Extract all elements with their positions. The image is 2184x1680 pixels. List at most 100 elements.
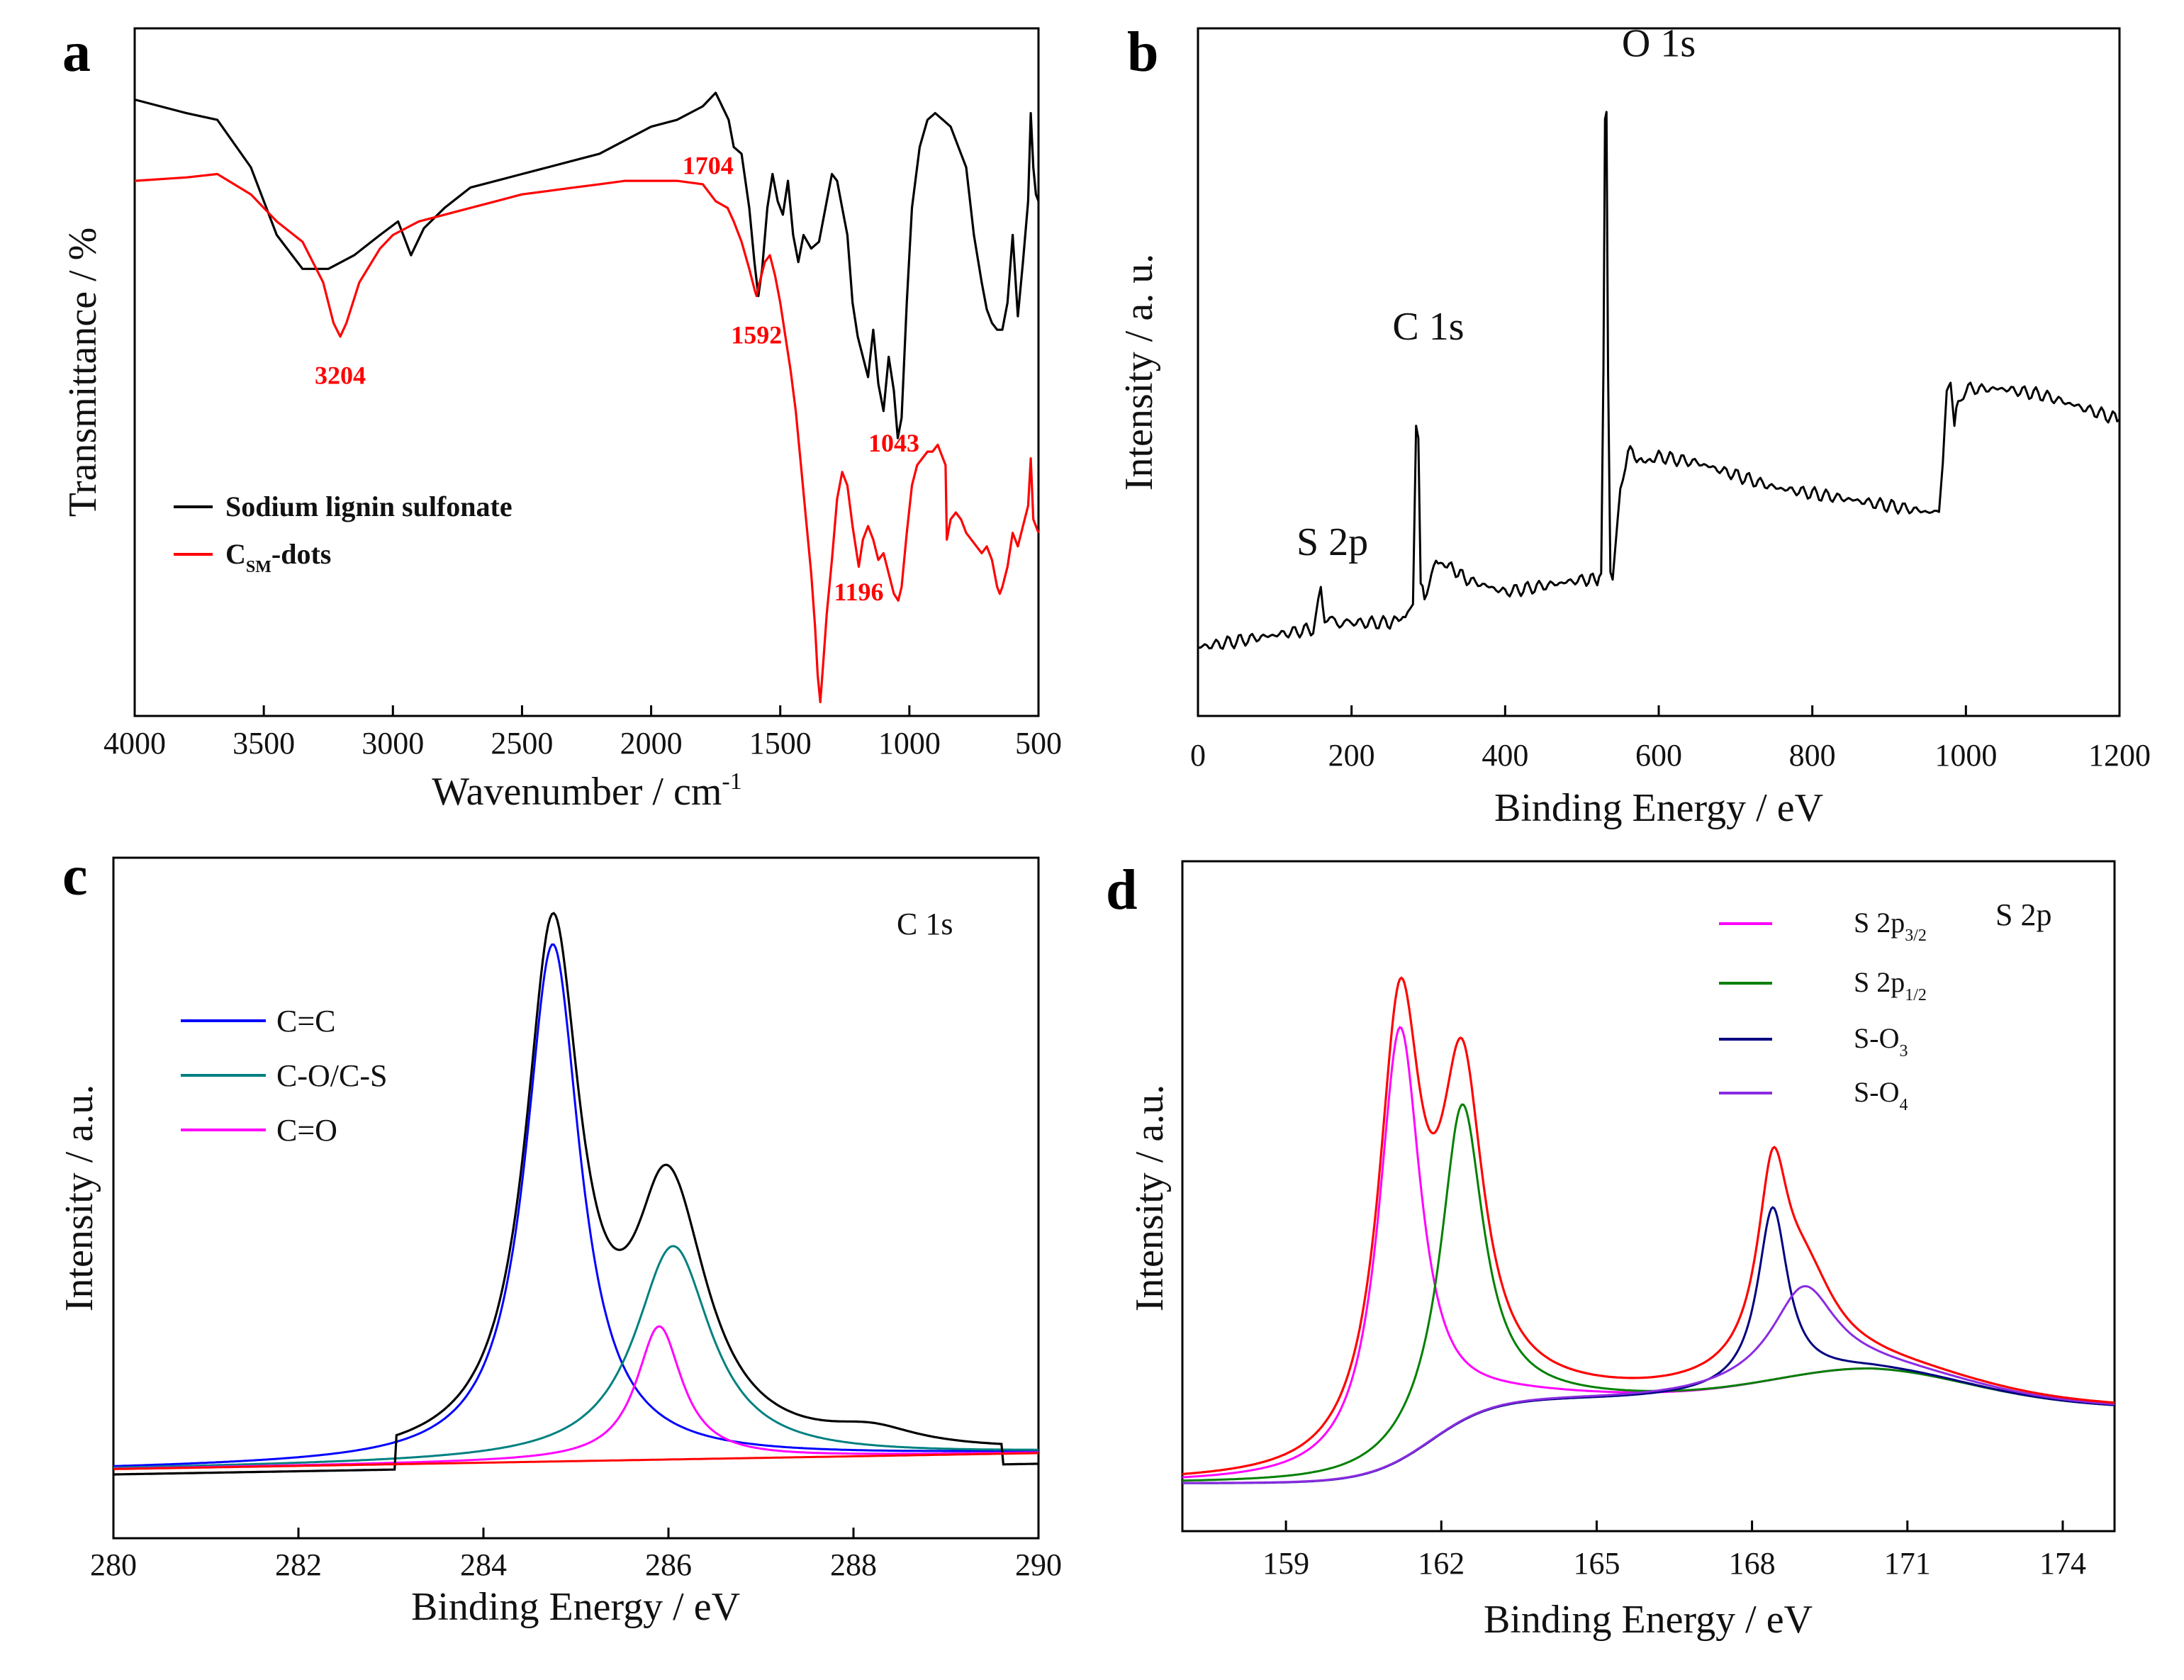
panel-b-frame bbox=[1197, 27, 2121, 717]
panel-a-series-csm-dots-line bbox=[134, 172, 1040, 704]
legend-s2p12-main: S 2p bbox=[1854, 966, 1905, 998]
panel-d-tick-label-5: 174 bbox=[2039, 1546, 2086, 1581]
annotation-c1s: C 1s bbox=[1392, 305, 1464, 349]
legend-label-s2p32: S 2p3/2 bbox=[1854, 907, 1927, 945]
panel-c-peak-cc bbox=[113, 943, 1038, 1467]
panel-a-tick-label-0: 4000 bbox=[103, 726, 166, 761]
panel-c-tick-label-3: 286 bbox=[645, 1547, 692, 1582]
panel-d-peak-s2p12 bbox=[1182, 1103, 2115, 1482]
panel-c-inset-title: C 1s bbox=[897, 907, 953, 941]
annotation-1592: 1592 bbox=[731, 320, 782, 349]
legend-label-cc: C=C bbox=[276, 1004, 336, 1038]
panel-a-tick-label-2: 3000 bbox=[362, 726, 424, 761]
panel-d-series bbox=[1182, 976, 2115, 1484]
panel-a-series bbox=[134, 91, 1040, 704]
panel-c-tick-label-4: 288 bbox=[830, 1547, 877, 1582]
panel-c-xticks: 280 282 284 286 288 290 bbox=[90, 1528, 1062, 1582]
annotation-o1s: O 1s bbox=[1622, 22, 1696, 66]
panel-c-frame bbox=[112, 856, 1040, 1540]
panel-c-tick-label-2: 284 bbox=[460, 1547, 507, 1582]
legend-s2p12-sub: 1/2 bbox=[1905, 986, 1927, 1004]
annotation-3204: 3204 bbox=[315, 362, 366, 390]
legend-label-so4: S-O4 bbox=[1854, 1076, 1908, 1114]
legend-csm-c: C bbox=[225, 538, 246, 570]
panel-d-peak-s2p32 bbox=[1182, 1026, 2115, 1479]
panel-d: d 159 162 165 168 171 174 Binding Energy / eV… bbox=[1106, 859, 2116, 1642]
legend-so3-main: S-O bbox=[1854, 1022, 1899, 1054]
annotation-s2p: S 2p bbox=[1297, 520, 1368, 564]
panel-d-inset-title: S 2p bbox=[1995, 897, 2051, 932]
panel-c-series bbox=[113, 912, 1038, 1476]
panel-d-peak-so3 bbox=[1182, 1206, 2115, 1484]
panel-a-tick-label-6: 1000 bbox=[878, 726, 941, 761]
annotation-1043: 1043 bbox=[868, 429, 919, 457]
panel-d-tick-label-1: 162 bbox=[1418, 1546, 1465, 1581]
panel-d-tick-label-2: 165 bbox=[1573, 1546, 1620, 1581]
panel-b-tick-label-2: 400 bbox=[1482, 738, 1528, 773]
panel-d-xticks: 159 162 165 168 171 174 bbox=[1262, 1521, 2086, 1581]
panel-c-background bbox=[113, 1452, 1038, 1470]
legend-label-csm-dots: CSM-dots bbox=[225, 538, 331, 576]
panel-b-xticks: 0 200 400 600 800 1000 1200 bbox=[1190, 705, 2151, 773]
panel-a-tick-label-4: 2000 bbox=[620, 726, 683, 761]
panel-b-xlabel: Binding Energy / eV bbox=[1494, 786, 1823, 830]
panel-b-tick-label-6: 1200 bbox=[2088, 738, 2151, 773]
panel-a-tick-label-3: 2500 bbox=[491, 726, 553, 761]
legend-so3-sub: 3 bbox=[1899, 1042, 1908, 1060]
panel-d-label: d bbox=[1106, 859, 1138, 922]
panel-b-ylabel: Intensity / a. u. bbox=[1117, 254, 1161, 491]
panel-b-tick-label-0: 0 bbox=[1190, 738, 1206, 773]
legend-label-so3: S-O3 bbox=[1854, 1022, 1908, 1060]
panel-c-tick-label-5: 290 bbox=[1015, 1547, 1062, 1582]
legend-csm-sub: SM bbox=[246, 558, 271, 576]
panel-c-tick-label-1: 282 bbox=[275, 1547, 322, 1582]
legend-label-s2p12: S 2p1/2 bbox=[1854, 966, 1927, 1004]
panel-a-xlabel-sup: -1 bbox=[722, 768, 741, 795]
panel-b-tick-label-5: 1000 bbox=[1934, 738, 1997, 773]
panel-b-survey-line bbox=[1197, 111, 2120, 650]
legend-label-lignin: Sodium lignin sulfonate bbox=[225, 491, 513, 522]
panel-a-label: a bbox=[62, 21, 91, 84]
panel-d-frame bbox=[1181, 860, 2116, 1533]
annotation-1704: 1704 bbox=[683, 152, 734, 180]
panel-d-ylabel: Intensity / a.u. bbox=[1128, 1085, 1172, 1311]
panel-a-tick-label-7: 500 bbox=[1015, 726, 1062, 761]
legend-label-c-o: C=O bbox=[276, 1113, 337, 1148]
legend-csm-suffix: -dots bbox=[271, 538, 331, 570]
panel-a-xticks: 4000 3500 3000 2500 2000 1500 1000 500 bbox=[103, 705, 1062, 761]
panel-b-tick-label-4: 800 bbox=[1789, 738, 1836, 773]
panel-d-tick-label-3: 168 bbox=[1729, 1546, 1776, 1581]
panel-d-xlabel: Binding Energy / eV bbox=[1484, 1598, 1813, 1642]
legend-so4-main: S-O bbox=[1854, 1076, 1899, 1108]
panel-c: c 280 282 284 286 288 290 Binding Energy / eV… bbox=[57, 845, 1062, 1629]
panel-a-frame bbox=[133, 27, 1040, 717]
annotation-1196: 1196 bbox=[834, 578, 883, 606]
panel-b-label: b bbox=[1127, 21, 1159, 84]
panel-c-tick-label-0: 280 bbox=[90, 1547, 137, 1582]
panel-a-tick-label-5: 1500 bbox=[749, 726, 812, 761]
panel-d-tick-label-4: 171 bbox=[1884, 1546, 1931, 1581]
panel-b: b 0 200 400 600 800 1000 1200 Binding Energy /… bbox=[1117, 21, 2151, 830]
panel-a-series-lignin-line bbox=[134, 91, 1040, 439]
panel-a-xlabel: Wavenumber / cm-1 bbox=[432, 768, 741, 814]
legend-so4-sub: 4 bbox=[1899, 1096, 1908, 1114]
panel-a-tick-label-1: 3500 bbox=[233, 726, 295, 761]
panel-a-xlabel-text: Wavenumber / cm bbox=[432, 770, 722, 814]
panel-d-tick-label-0: 159 bbox=[1262, 1546, 1309, 1581]
panel-b-tick-label-1: 200 bbox=[1328, 738, 1375, 773]
panel-c-xlabel: Binding Energy / eV bbox=[411, 1585, 740, 1629]
panel-b-tick-label-3: 600 bbox=[1635, 738, 1682, 773]
panel-a: a 4000 3500 3000 2500 2000 1500 1000 500 Wavenu… bbox=[61, 21, 1062, 814]
panel-c-ylabel: Intensity / a.u. bbox=[57, 1085, 101, 1311]
panel-c-peak-co-cs bbox=[113, 1245, 1038, 1469]
panel-d-peak-so4 bbox=[1182, 1284, 2115, 1484]
panel-c-label: c bbox=[62, 845, 88, 907]
legend-s2p32-main: S 2p bbox=[1854, 907, 1905, 939]
legend-label-co-cs: C-O/C-S bbox=[276, 1058, 387, 1093]
panel-a-ylabel: Transmittance / % bbox=[61, 228, 105, 517]
legend-s2p32-sub: 3/2 bbox=[1905, 926, 1927, 945]
panel-d-envelope bbox=[1182, 976, 2115, 1475]
panel-b-series bbox=[1197, 111, 2120, 650]
